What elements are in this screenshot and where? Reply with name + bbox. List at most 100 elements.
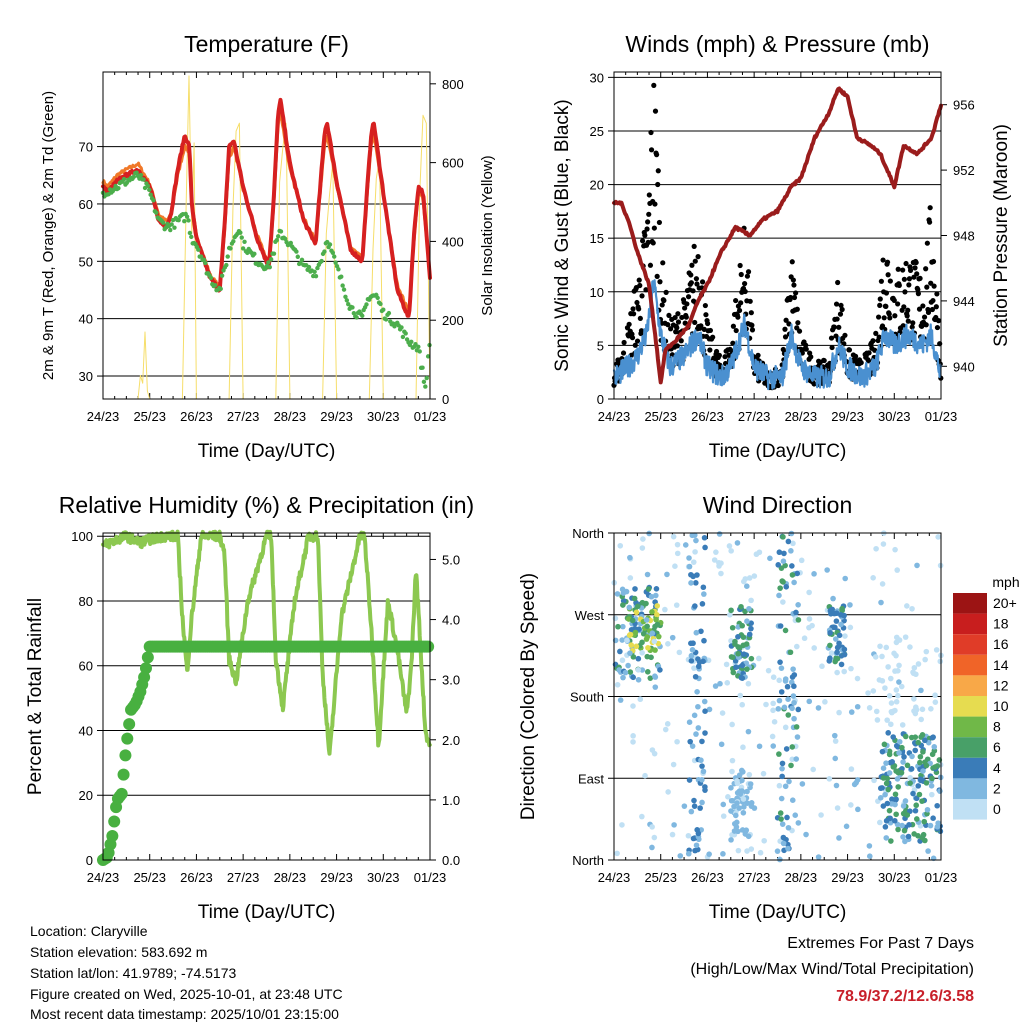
direction-point [896, 738, 903, 745]
direction-point [870, 688, 877, 694]
direction-point [636, 626, 642, 632]
gust-point [645, 239, 651, 245]
direction-point [870, 575, 876, 581]
dewpoint-point [228, 246, 233, 251]
direction-point [788, 548, 794, 554]
dewpoint-point [274, 238, 279, 243]
direction-point [902, 798, 909, 804]
direction-point [933, 647, 940, 653]
direction-point [782, 678, 789, 684]
direction-point [718, 741, 725, 748]
direction-point [630, 703, 636, 709]
speed-legend-title: mph [992, 574, 1019, 590]
gust-point [665, 322, 671, 328]
winds-ytick-label: 0 [597, 392, 604, 407]
extremes-title: Extremes For Past 7 Days [787, 935, 974, 952]
direction-point [622, 669, 629, 676]
direction-point [815, 705, 822, 711]
direction-point [633, 609, 640, 616]
gust-point [934, 324, 941, 331]
direction-point [843, 823, 850, 830]
direction-point [928, 783, 935, 789]
direction-point [736, 788, 743, 794]
gust-point [745, 269, 752, 275]
direction-point [892, 546, 898, 553]
direction-point [886, 748, 893, 755]
direction-point [780, 840, 787, 847]
direction-point [888, 708, 895, 715]
gust-point [690, 288, 696, 294]
dewpoint-point [340, 283, 345, 288]
temperature-xtick-label: 01/23 [414, 409, 447, 424]
direction-frame [613, 532, 942, 861]
direction-xtick-label: 27/23 [738, 870, 771, 885]
direction-point [698, 757, 704, 764]
humidity-xtick-label: 01/23 [414, 870, 447, 885]
dewpoint-point [421, 379, 427, 385]
direction-point [896, 679, 902, 685]
gust-point [737, 262, 743, 269]
direction-point [649, 609, 655, 615]
direction-point [688, 652, 695, 659]
gust-point [865, 358, 872, 364]
direction-point [724, 680, 731, 686]
direction-point [694, 572, 700, 578]
direction-point [748, 620, 754, 626]
precip-point [123, 718, 136, 731]
direction-point [794, 734, 801, 740]
gust-point [630, 306, 636, 312]
temperature-ytick-label: 70 [79, 140, 93, 155]
direction-point [691, 532, 698, 538]
direction-point [778, 795, 785, 802]
winds-xtick-label: 27/23 [738, 409, 771, 424]
temperature-y2tick-label: 200 [442, 313, 464, 328]
gust-point [924, 240, 930, 246]
direction-point [880, 541, 887, 547]
direction-point [629, 617, 636, 624]
dewpoint-point [381, 307, 386, 312]
gust-point [906, 282, 912, 288]
speed-legend-label: 10 [993, 698, 1009, 714]
gust-point [701, 326, 707, 332]
gust-point [873, 330, 879, 336]
direction-point [847, 602, 853, 608]
direction-point [741, 651, 747, 658]
humidity-y2tick-label: 1.0 [442, 793, 460, 808]
direction-point [806, 624, 812, 631]
direction-point [687, 738, 693, 745]
direction-point [681, 803, 688, 809]
gust-point [656, 219, 663, 226]
direction-point [770, 674, 777, 680]
temp-9m-line [101, 111, 432, 315]
direction-point [795, 820, 802, 826]
dewpoint-point [341, 287, 347, 292]
gust-point [928, 280, 934, 286]
gust-point [621, 339, 627, 346]
gust-point [654, 273, 660, 279]
direction-point [657, 667, 663, 673]
gust-point [631, 311, 637, 317]
dewpoint-point [168, 227, 173, 233]
precip-point [115, 787, 128, 800]
gust-point [927, 219, 933, 225]
direction-point [866, 853, 873, 859]
gust-point [636, 277, 642, 283]
pressure-line [612, 86, 943, 385]
dewpoint-point [339, 274, 344, 279]
speed-legend-label: 20+ [993, 595, 1017, 611]
direction-point [815, 854, 822, 860]
direction-point [670, 761, 677, 768]
direction-point [877, 785, 884, 792]
gust-point [730, 340, 736, 346]
gust-point [672, 314, 678, 321]
gust-point [920, 303, 926, 309]
direction-point [848, 709, 855, 715]
dewpoint-point [186, 218, 191, 223]
gust-point [839, 306, 845, 313]
direction-point [746, 771, 753, 778]
humidity-y2tick-label: 4.0 [442, 613, 460, 628]
gust-point [842, 332, 848, 338]
direction-point [757, 849, 764, 856]
direction-point [751, 573, 758, 579]
gust-point [906, 276, 913, 282]
